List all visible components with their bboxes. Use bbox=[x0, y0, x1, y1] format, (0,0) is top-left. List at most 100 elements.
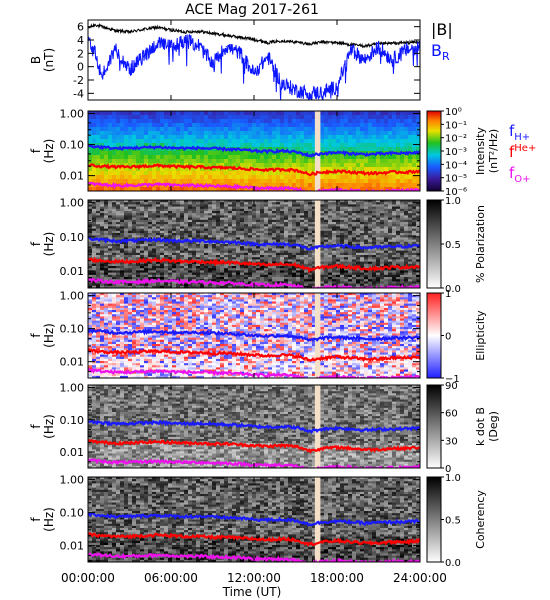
spectrogram-cell bbox=[292, 255, 297, 258]
spectrogram-cell bbox=[112, 127, 117, 132]
spectrogram-cell bbox=[116, 219, 121, 223]
spectrogram-cell bbox=[296, 206, 301, 210]
spectrogram-cell bbox=[388, 283, 393, 287]
spectrogram-cell bbox=[220, 115, 225, 120]
spectrogram-cell bbox=[388, 187, 393, 191]
spectrogram-cell bbox=[396, 143, 401, 148]
spectrogram-cell bbox=[156, 217, 161, 221]
spectrogram-cell bbox=[292, 241, 297, 245]
spectrogram-cell bbox=[336, 206, 341, 210]
spectrogram-cell bbox=[144, 204, 149, 208]
spectrogram-cell bbox=[88, 219, 93, 223]
spectrogram-cell bbox=[124, 246, 129, 249]
spectrogram-cell bbox=[328, 167, 333, 172]
spectrogram-cell bbox=[164, 213, 169, 216]
spectrogram-cell bbox=[208, 115, 213, 120]
spectrogram-cell bbox=[300, 257, 305, 260]
spectrogram-cell bbox=[360, 127, 365, 132]
spectrogram-cell bbox=[120, 159, 125, 164]
spectrogram-cell bbox=[396, 219, 401, 223]
spectrogram-cell bbox=[328, 202, 333, 205]
spectrogram-cell bbox=[400, 233, 405, 236]
spectrogram-cell bbox=[300, 217, 305, 221]
spectrogram-cell bbox=[156, 204, 161, 208]
spectrogram-cell bbox=[208, 244, 213, 247]
spectrogram-cell bbox=[368, 215, 373, 219]
y-tick-label: -4 bbox=[73, 87, 84, 100]
spectrogram-cell bbox=[352, 285, 357, 288]
spectrogram-cell bbox=[300, 155, 305, 160]
spectrogram-cell bbox=[212, 175, 217, 180]
spectrogram-cell bbox=[208, 202, 213, 205]
spectrogram-cell bbox=[204, 179, 209, 184]
data-point-B_R bbox=[322, 91, 324, 93]
spectrogram-cell bbox=[220, 187, 225, 191]
spectrogram-cell bbox=[100, 283, 105, 287]
spectrogram-cell bbox=[236, 119, 241, 124]
spectrogram-cell bbox=[208, 175, 213, 180]
spectrogram-cell bbox=[152, 187, 157, 191]
spectrogram-cell bbox=[272, 226, 277, 230]
spectrogram-cell bbox=[192, 228, 197, 232]
spectrogram-cell bbox=[388, 257, 393, 260]
spectrogram-cell bbox=[256, 272, 261, 276]
spectrogram-cell bbox=[272, 206, 277, 210]
spectrogram-cell bbox=[220, 228, 225, 232]
spectrogram-cell bbox=[300, 255, 305, 258]
spectrogram-cell bbox=[192, 277, 197, 280]
spectrogram-cell bbox=[280, 252, 285, 256]
spectrogram-cell bbox=[368, 155, 373, 160]
spectrogram-cell bbox=[400, 147, 405, 152]
spectrogram-cell bbox=[204, 263, 209, 267]
spectrogram-cell bbox=[108, 211, 113, 214]
spectrogram-cell bbox=[352, 155, 357, 160]
spectrogram-cell bbox=[112, 228, 117, 232]
spectrogram-cell bbox=[256, 270, 261, 274]
spectrogram-cell bbox=[192, 179, 197, 184]
spectrogram-cell bbox=[224, 259, 229, 263]
spectrogram-cell bbox=[272, 246, 277, 249]
spectrogram-cell bbox=[312, 257, 317, 260]
spectrogram-cell bbox=[196, 241, 201, 245]
spectrogram-cell bbox=[156, 272, 161, 276]
spectrogram-cell bbox=[192, 224, 197, 227]
spectrogram-cell bbox=[400, 241, 405, 245]
spectrogram-cell bbox=[348, 187, 353, 191]
spectrogram-cell bbox=[252, 208, 257, 212]
spectrogram-cell bbox=[312, 211, 317, 214]
spectrogram-cell bbox=[124, 244, 129, 247]
spectrogram-cell bbox=[124, 167, 129, 172]
spectrogram-cell bbox=[328, 235, 333, 238]
spectrogram-cell bbox=[200, 127, 205, 132]
spectrogram-cell bbox=[328, 183, 333, 188]
spectrogram-cell bbox=[400, 255, 405, 258]
spectrogram-cell bbox=[368, 274, 373, 278]
spectrogram-cell bbox=[152, 139, 157, 144]
spectrogram-cell bbox=[192, 202, 197, 205]
spectrogram-cell bbox=[260, 237, 265, 241]
spectrogram-cell bbox=[248, 226, 253, 230]
spectrogram-cell bbox=[252, 171, 257, 176]
spectrogram-cell bbox=[292, 222, 297, 225]
spectrogram-cell bbox=[252, 270, 257, 274]
spectrogram-cell bbox=[392, 217, 397, 221]
spectrogram-cell bbox=[364, 183, 369, 188]
spectrogram-cell bbox=[376, 230, 381, 234]
spectrogram-cell bbox=[168, 255, 173, 258]
spectrogram-cell bbox=[272, 204, 277, 208]
spectrogram-cell bbox=[188, 226, 193, 230]
spectrogram-cell bbox=[332, 111, 337, 116]
spectrogram-cell bbox=[180, 123, 185, 128]
spectrogram-cell bbox=[244, 230, 249, 234]
spectrogram-cell bbox=[232, 237, 237, 241]
spectrogram-cell bbox=[392, 208, 397, 212]
spectrogram-cell bbox=[256, 143, 261, 148]
spectrogram-cell bbox=[128, 115, 133, 120]
spectrogram-cell bbox=[260, 250, 265, 254]
spectrogram-cell bbox=[208, 266, 213, 269]
spectrogram-cell bbox=[108, 228, 113, 232]
spectrogram-cell bbox=[336, 261, 341, 265]
spectrogram-cell bbox=[364, 266, 369, 269]
spectrogram-cell bbox=[372, 213, 377, 216]
spectrogram-cell bbox=[376, 250, 381, 254]
